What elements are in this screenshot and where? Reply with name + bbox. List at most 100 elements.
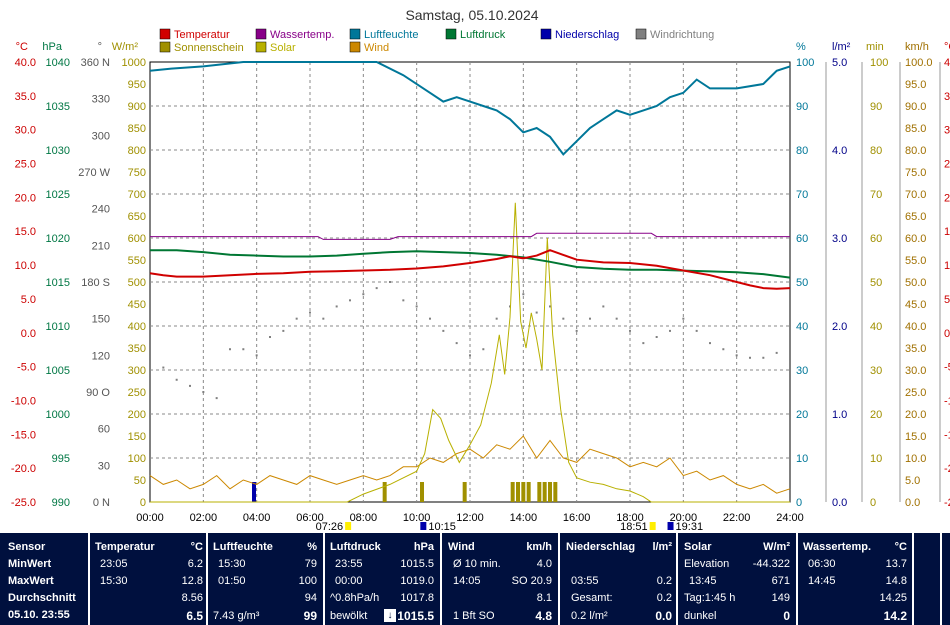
left-axis-tick: 700 (128, 189, 146, 201)
water-avg-val: 14.25 (879, 592, 907, 604)
solar-state: dunkel (684, 610, 717, 622)
right-axis-tick: 70 (796, 189, 808, 201)
col-humidity: Luftfeuchte % 15:30 79 01:50 100 94 7.43… (213, 539, 317, 623)
legend-swatch (445, 28, 457, 40)
left-axis-tick: 30 (98, 460, 110, 472)
right-axis-tick: 100 (870, 57, 888, 69)
left-axis-tick: 120 (92, 350, 110, 362)
scatter-point (775, 351, 778, 354)
left-axis-tick: -10.0 (11, 395, 36, 407)
solar-unit: W/m² (763, 541, 790, 553)
right-axis-tick: 35.0 (905, 343, 926, 355)
right-axis-tick: 2.0 (832, 321, 847, 333)
col-wind: Wind km/h Ø 10 min. 4.0 14:05 SO 20.9 8.… (448, 539, 552, 623)
pressure-max-time: 00:00 (335, 575, 363, 587)
rain-max-time: 03:55 (571, 575, 599, 587)
scatter-point (455, 342, 458, 345)
rain-total-val: 0.2 (656, 592, 672, 604)
temperature-head: Temperatur (95, 541, 155, 553)
sun-event-label: 10:15 (428, 521, 456, 533)
right-axis-tick: 10 (944, 260, 950, 272)
right-axis-tick: 35 (944, 91, 950, 103)
right-axis-tick: 90 (870, 101, 882, 113)
legend-label: Sonnenschein (174, 42, 244, 54)
x-tick-label: 10:00 (403, 512, 431, 524)
left-axis-tick: 1025 (46, 189, 70, 201)
legend: Temperatur Wassertemp. Luftfeuchte Luftdruc… (159, 28, 714, 54)
bar-mark (548, 482, 552, 502)
wind-min-val: 4.0 (536, 558, 552, 570)
left-axis-tick: 270 W (78, 167, 110, 179)
solar-elev-label: Elevation (684, 558, 730, 570)
right-axis-tick: 40.0 (905, 321, 926, 333)
chart-title: Samstag, 05.10.2024 (405, 7, 538, 23)
scatter-point (575, 329, 578, 332)
right-axis-tick: 25.0 (905, 387, 926, 399)
sensor-cur: 05.10. 23:55 (8, 609, 70, 621)
left-axis-tick: -20.0 (11, 463, 36, 475)
solar-max-time: 13:45 (689, 575, 717, 587)
left-axis-tick: 1030 (46, 145, 70, 157)
humidity-abs: 7.43 g/m³ (213, 610, 260, 622)
humidity-avg-val: 94 (304, 592, 317, 604)
legend-label: Wind (364, 42, 389, 54)
left-axis-tick: 950 (128, 79, 146, 91)
left-axis-tick: 850 (128, 123, 146, 135)
scatter-point (442, 329, 445, 332)
scatter-point (349, 299, 351, 302)
right-axis-tick: 1.0 (832, 409, 847, 421)
sensor-max: MaxWert (8, 575, 54, 587)
scatter-point (362, 293, 365, 296)
right-axis-tick: 3.0 (832, 233, 847, 245)
rain-max-val: 0.2 (656, 575, 672, 587)
legend-swatch (349, 28, 361, 40)
wind-bft: 1 Bft SO (453, 610, 495, 622)
wind-max-time: 14:05 (453, 575, 481, 587)
pressure-min-val: 1015.5 (400, 558, 434, 570)
left-axis-tick: 500 (128, 277, 146, 289)
bar-mark (420, 482, 424, 502)
temperature-unit: °C (190, 541, 203, 553)
left-axis-tick: 40.0 (15, 57, 36, 69)
right-axis-tick: 30 (870, 365, 882, 377)
left-axis-tick: 180 S (81, 277, 110, 289)
left-axis-tick: 1040 (46, 57, 70, 69)
sun-event-marker (420, 522, 427, 530)
legend-label: Luftdruck (460, 29, 506, 41)
scatter-point (655, 336, 658, 338)
legend-label: Wassertemp. (270, 29, 334, 41)
left-axis-tick: -5.0 (17, 362, 36, 374)
temperature-max-val: 12.8 (181, 575, 203, 587)
left-axis-tick: 990 (52, 497, 70, 509)
left-axis-tick: 150 (128, 431, 146, 443)
right-axis-unit: °C (944, 41, 950, 53)
legend-swatch (349, 41, 361, 53)
left-axis-tick: 1000 (46, 409, 70, 421)
water-head: Wassertemp. (803, 541, 872, 553)
humidity-head: Luftfeuchte (213, 541, 273, 553)
legend-swatch (159, 28, 171, 40)
right-axis-tick: 10 (870, 453, 882, 465)
humidity-cur-val: 99 (303, 609, 317, 623)
series-line (149, 61, 791, 156)
pressure-trend: ^0.8hPa/h (330, 592, 380, 604)
left-axis-tick: 90 O (86, 387, 110, 399)
left-axis-tick: 60 (98, 424, 110, 436)
scatter-point (335, 305, 338, 308)
rain-head: Niederschlag (566, 541, 636, 553)
grid (149, 61, 791, 503)
left-axis-tick: 0 N (93, 497, 110, 509)
left-axis-tick: 0 (140, 497, 146, 509)
scatter-point (295, 317, 298, 320)
left-axis-tick: 150 (92, 314, 110, 326)
temperature-max-time: 15:30 (100, 575, 128, 587)
right-axis-tick: 20.0 (905, 409, 926, 421)
bar-mark (553, 482, 558, 502)
scatter-point (162, 366, 165, 369)
right-axis-tick: 0.0 (905, 497, 920, 509)
wind-unit: km/h (526, 541, 552, 553)
right-axis-tick: 30 (944, 125, 950, 137)
scatter-point (415, 305, 418, 308)
scatter-point (309, 311, 311, 314)
left-axis-tick: 1035 (46, 101, 70, 113)
